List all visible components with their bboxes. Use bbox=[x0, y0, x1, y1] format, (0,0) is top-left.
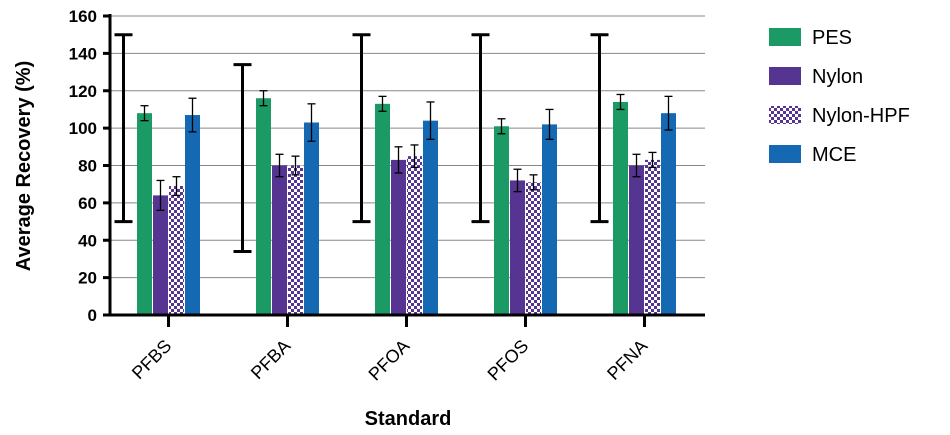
bar-nylon-hpf bbox=[526, 182, 541, 315]
legend-swatch bbox=[769, 67, 801, 85]
bar-pes bbox=[137, 113, 152, 315]
bar-nylon bbox=[153, 195, 168, 315]
bar-nylon bbox=[510, 180, 525, 315]
legend-swatch bbox=[769, 145, 801, 163]
legend-swatch bbox=[769, 106, 801, 124]
bar-pes bbox=[256, 98, 271, 315]
legend-label: Nylon-HPF bbox=[812, 105, 910, 127]
legend: PES Nylon Nylon-HPF MCE bbox=[769, 27, 910, 166]
bar-nylon-hpf bbox=[288, 165, 303, 315]
bar-nylon-hpf bbox=[645, 159, 660, 315]
x-tick-label: PFBS bbox=[128, 336, 175, 383]
bar-pes bbox=[375, 103, 390, 315]
bar-mce bbox=[185, 115, 200, 315]
bar-pes bbox=[494, 126, 509, 315]
y-tick-label: 100 bbox=[69, 119, 97, 138]
x-tick-label: PFBA bbox=[247, 336, 294, 383]
x-tick-label: PFOS bbox=[484, 336, 533, 385]
y-axis-label: Average Recovery (%) bbox=[13, 61, 35, 271]
bar-mce bbox=[542, 124, 557, 315]
y-tick-label: 0 bbox=[88, 306, 97, 325]
bar-nylon-hpf bbox=[407, 156, 422, 315]
bar-mce bbox=[423, 120, 438, 316]
y-tick-label: 120 bbox=[69, 82, 97, 101]
bar-mce bbox=[661, 113, 676, 315]
legend-label: PES bbox=[812, 27, 852, 49]
y-tick-label: 140 bbox=[69, 44, 97, 63]
legend-swatch bbox=[769, 28, 801, 46]
x-tick-label: PFOA bbox=[365, 336, 414, 385]
y-tick-label: 60 bbox=[78, 194, 97, 213]
bar-nylon-hpf bbox=[169, 186, 184, 315]
bar-mce bbox=[304, 122, 319, 315]
bar-nylon bbox=[629, 165, 644, 315]
bar-nylon bbox=[272, 165, 287, 315]
y-tick-label: 20 bbox=[78, 269, 97, 288]
legend-label: MCE bbox=[812, 144, 856, 166]
x-tick-label: PFNA bbox=[603, 336, 651, 384]
x-axis-label: Standard bbox=[365, 408, 452, 430]
bar-nylon bbox=[391, 159, 406, 315]
legend-label: Nylon bbox=[812, 66, 863, 88]
y-tick-label: 160 bbox=[69, 7, 97, 26]
y-tick-label: 80 bbox=[78, 157, 97, 176]
y-tick-label: 40 bbox=[78, 231, 97, 250]
bars bbox=[114, 33, 676, 316]
bar-pes bbox=[613, 101, 628, 316]
